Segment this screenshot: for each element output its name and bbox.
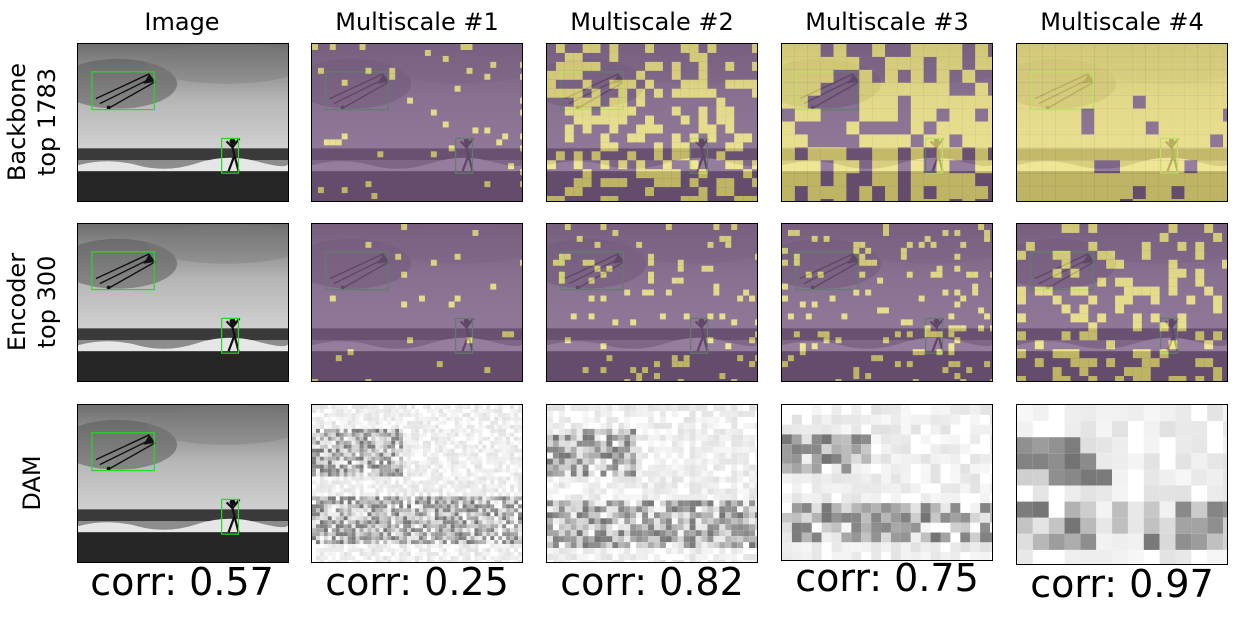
row-label-backbone-line2: top 1783 [33,67,61,177]
correlation-multiscale-4: corr: 0.97 [1030,562,1214,606]
correlation-multiscale-3: corr: 0.75 [795,556,979,600]
column-title-image: Image [144,8,220,36]
row-label-backbone-line1: Backbone [3,62,31,182]
row-label-encoder-line2: top 300 [33,255,61,349]
dam-multiscale-3-heatmap [781,404,993,561]
image-panel-row1 [77,43,289,202]
backbone-multiscale-3-mask [781,43,993,202]
column-title-multiscale-3: Multiscale #3 [805,8,969,36]
image-panel-row2 [77,223,289,382]
encoder-multiscale-4-mask [1016,223,1228,382]
correlation-multiscale-1: corr: 0.25 [325,560,509,604]
row-label-encoder-line1: Encoder [3,252,31,352]
row-label-backbone: Backbone top 1783 [2,42,62,202]
backbone-multiscale-2-mask [546,43,758,202]
row-label-dam: DAM [17,403,47,563]
backbone-multiscale-1-mask [311,43,523,202]
correlation-image: corr: 0.57 [90,560,274,604]
row-label-encoder: Encoder top 300 [2,222,62,382]
scene-photo [78,224,288,381]
backbone-multiscale-4-mask [1016,43,1228,202]
dam-multiscale-4-heatmap [1016,404,1228,565]
correlation-multiscale-2: corr: 0.82 [560,560,744,604]
scene-photo [78,44,288,201]
dam-multiscale-1-heatmap [311,404,523,563]
column-title-multiscale-4: Multiscale #4 [1040,8,1204,36]
encoder-multiscale-1-mask [311,223,523,382]
dam-multiscale-2-heatmap [546,404,758,563]
column-title-multiscale-1: Multiscale #1 [335,8,499,36]
image-panel-row3 [77,404,289,563]
column-title-multiscale-2: Multiscale #2 [570,8,734,36]
scene-photo [78,405,288,562]
encoder-multiscale-3-mask [781,223,993,382]
row-label-dam-line1: DAM [18,455,46,511]
encoder-multiscale-2-mask [546,223,758,382]
